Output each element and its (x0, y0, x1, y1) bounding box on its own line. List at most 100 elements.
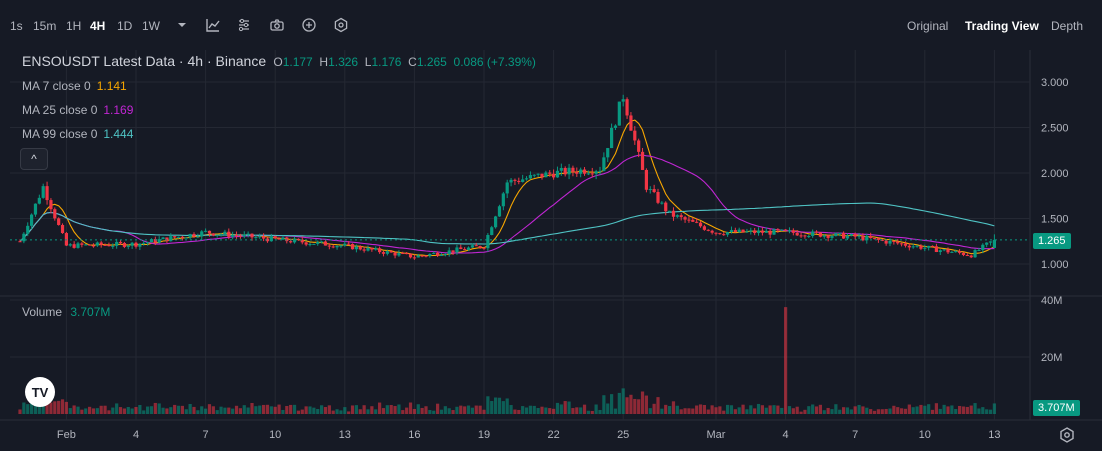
volume-bar (312, 407, 316, 414)
candle-body (115, 241, 119, 246)
candle-body (733, 230, 737, 233)
ma25-legend[interactable]: MA 25 close 0 1.169 (22, 103, 133, 117)
candle-body (958, 251, 962, 253)
volume-bar (988, 409, 993, 414)
candle-body (126, 245, 130, 247)
candle-body (130, 242, 134, 246)
interval-15m[interactable]: 15m (33, 19, 57, 33)
interval-4h[interactable]: 4H (90, 19, 106, 33)
candle-body (289, 241, 293, 243)
candle-body (486, 234, 490, 249)
axis-settings-gear-icon[interactable] (1058, 426, 1076, 444)
volume-bar (432, 410, 436, 414)
candle-body (157, 239, 161, 243)
volume-bar (927, 404, 931, 414)
gear-icon[interactable] (333, 17, 349, 33)
candle-body (865, 236, 869, 241)
candle-body (84, 244, 88, 246)
candle-body (265, 238, 270, 242)
volume-bar (625, 397, 629, 414)
volume-bar (211, 406, 215, 414)
volume-bar (490, 401, 494, 414)
candle-body (919, 245, 923, 249)
indicators-icon[interactable] (205, 17, 221, 33)
volume-bar (385, 405, 389, 414)
volume-bar (393, 406, 397, 414)
candle-body (803, 235, 807, 237)
candle-body (784, 229, 788, 231)
volume-bar (184, 409, 188, 414)
volume-bar (540, 406, 544, 414)
volume-bar (478, 405, 482, 414)
add-indicator-plus-icon[interactable] (301, 17, 317, 33)
volume-bar (246, 407, 250, 414)
volume-bar (45, 399, 49, 414)
interval-1d[interactable]: 1D (117, 19, 133, 33)
candle-body (378, 248, 382, 253)
candle-body (385, 251, 389, 254)
volume-bar (269, 406, 273, 414)
more-intervals-chevron-icon[interactable] (174, 17, 190, 33)
candle-body (818, 232, 822, 237)
view-original[interactable]: Original (907, 19, 949, 33)
candle-body (41, 186, 45, 198)
volume-bar (552, 408, 556, 414)
candle-body (915, 245, 919, 247)
volume-bar (668, 406, 672, 414)
candle-body (872, 238, 877, 240)
interval-1w[interactable]: 1W (142, 19, 160, 33)
candle-body (207, 230, 212, 234)
view-trading-view[interactable]: Trading View (965, 19, 1039, 33)
volume-bar (300, 409, 304, 414)
candle-body (103, 244, 107, 246)
candle-body (629, 115, 633, 131)
volume-bar (26, 404, 30, 414)
candle-body (668, 210, 672, 212)
candle-body (930, 245, 935, 247)
volume-bar (192, 406, 196, 414)
candle-body (204, 230, 208, 232)
volume-bar (756, 403, 761, 414)
chart-settings-sliders-icon[interactable] (236, 17, 252, 33)
volume-bar (807, 406, 811, 414)
candle-body (729, 230, 734, 233)
volume-bar (107, 410, 111, 414)
ma7-legend[interactable]: MA 7 close 0 1.141 (22, 79, 127, 93)
volume-bar (803, 409, 807, 414)
volume-bar (664, 404, 668, 414)
time-tick-label: 7 (852, 429, 858, 441)
candle-body (374, 248, 378, 250)
candle-body (814, 231, 819, 233)
volume-bar (308, 406, 312, 414)
candle-body (412, 257, 416, 259)
candle-body (292, 238, 297, 243)
candle-body (977, 250, 981, 252)
interval-1h[interactable]: 1H (66, 19, 82, 33)
view-depth[interactable]: Depth (1051, 19, 1084, 33)
ma99-legend[interactable]: MA 99 close 0 1.444 (22, 127, 133, 141)
interval-1s[interactable]: 1s (10, 19, 23, 33)
volume-bar (49, 402, 53, 414)
volume-bar (354, 405, 358, 414)
collapse-legend-button[interactable]: ^ (20, 148, 48, 170)
timeframe: 4h (187, 53, 204, 69)
volume-bar (687, 408, 691, 414)
change-percent: (+7.39%) (486, 55, 536, 69)
candle-body (76, 243, 80, 248)
candle-body (339, 245, 343, 247)
volume-bar (698, 404, 703, 414)
volume-bar (857, 404, 861, 414)
volume-bar (362, 405, 366, 414)
volume-bar (118, 407, 123, 414)
volume-bar (787, 406, 792, 414)
tradingview-logo: TV (25, 377, 55, 407)
volume-bars (18, 307, 996, 414)
candle-body (389, 251, 393, 253)
volume-bar (215, 410, 219, 414)
camera-screenshot-icon[interactable] (269, 17, 285, 33)
volume-bar (501, 401, 505, 414)
candle-body (370, 247, 374, 250)
candle-body (675, 215, 679, 217)
candle-body (49, 200, 53, 210)
